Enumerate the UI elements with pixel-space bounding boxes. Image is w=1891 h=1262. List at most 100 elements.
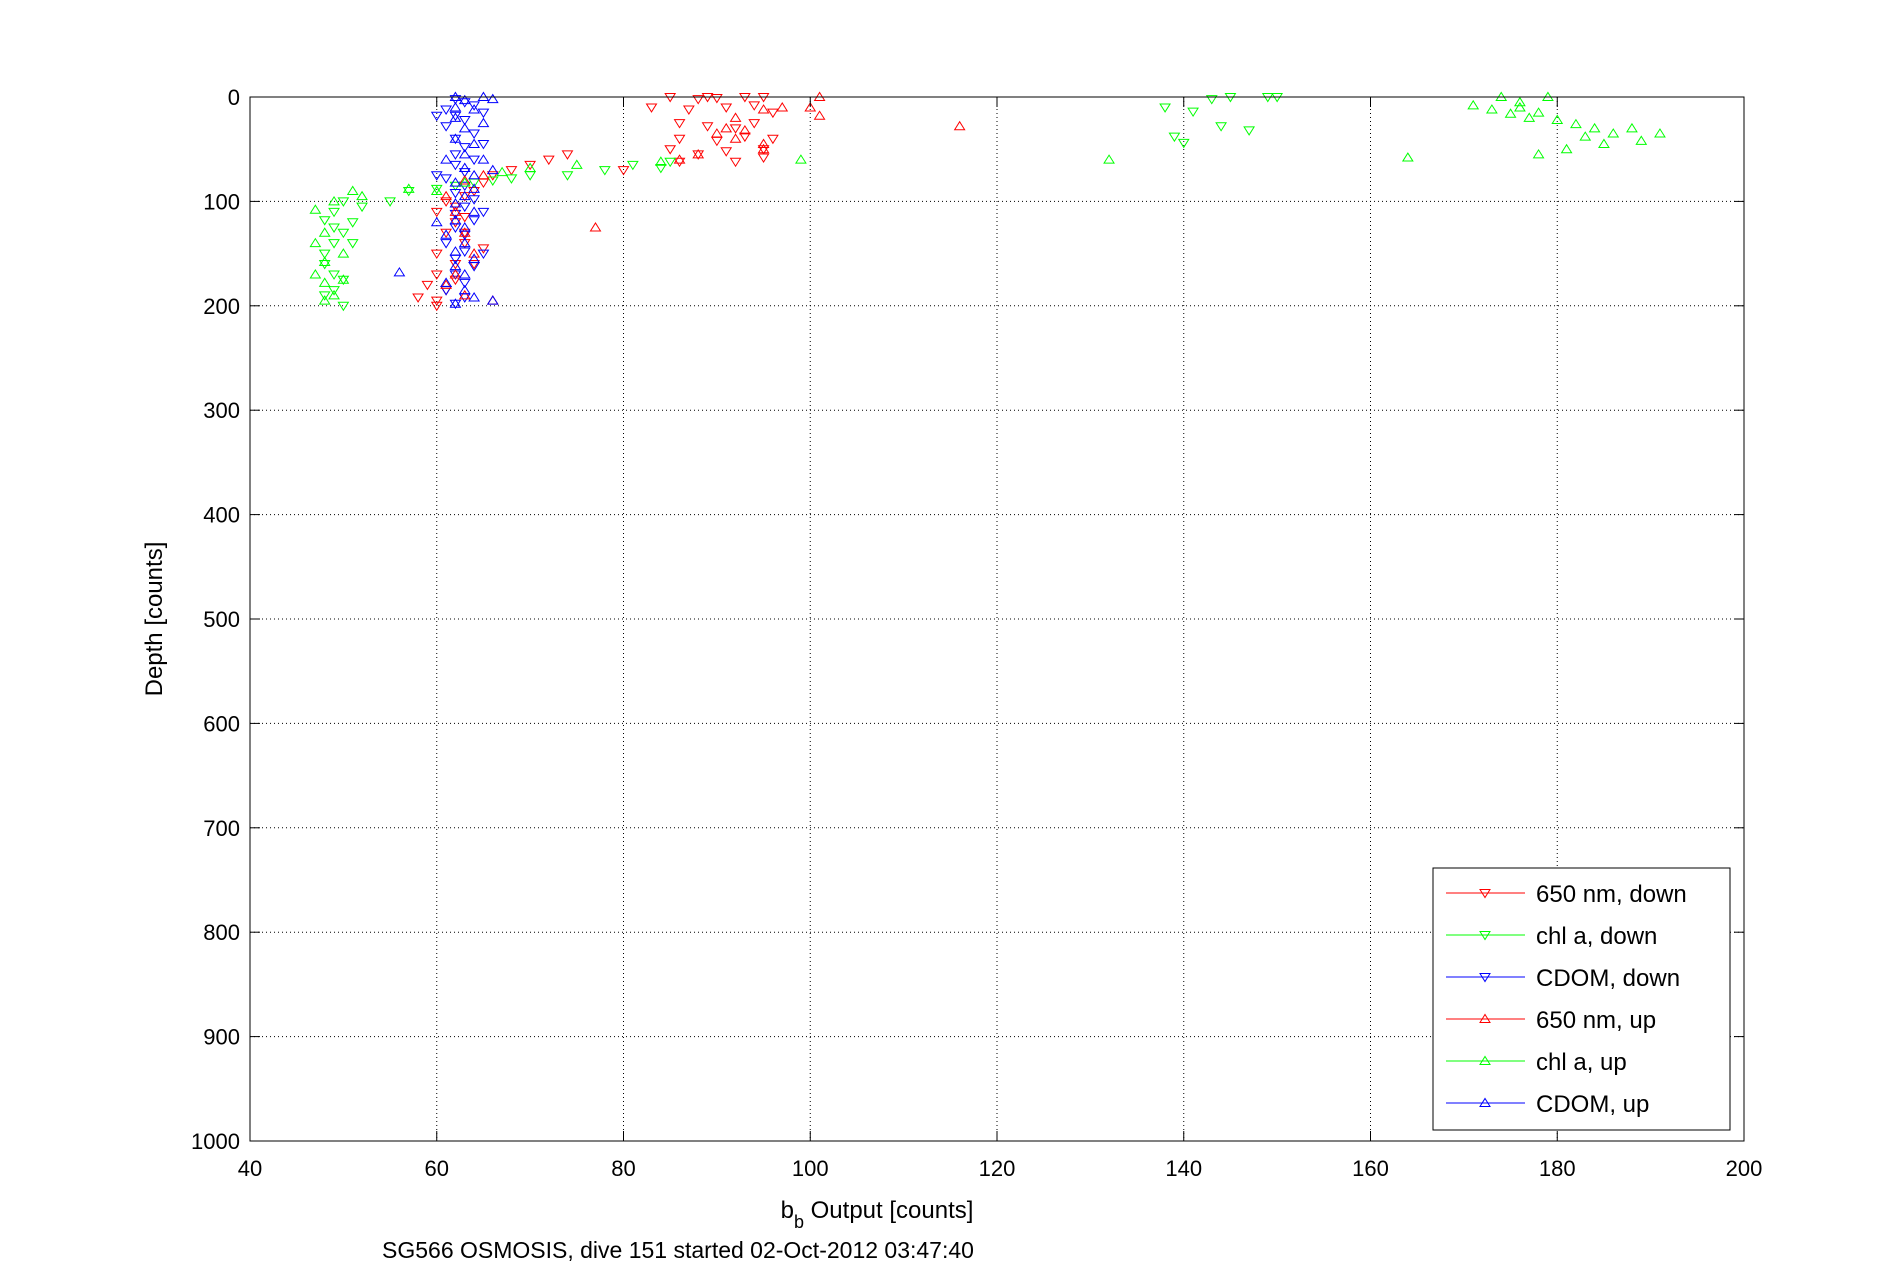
chart-caption: SG566 OSMOSIS, dive 151 started 02-Oct-2… (382, 1237, 974, 1262)
y-tick-label: 100 (203, 189, 240, 214)
data-point (421, 280, 434, 291)
data-point (505, 166, 518, 176)
data-point (561, 150, 574, 160)
data-point (757, 143, 770, 154)
data-point (720, 122, 733, 133)
data-point (486, 176, 499, 186)
data-point (468, 292, 481, 302)
data-point (692, 150, 705, 160)
data-point (430, 185, 443, 195)
data-point (328, 195, 340, 206)
data-point (468, 253, 481, 263)
data-point (477, 207, 490, 218)
data-point (468, 138, 481, 148)
legend-label: 650 nm, up (1536, 1007, 1656, 1034)
data-point (309, 237, 322, 248)
data-point (440, 105, 452, 115)
legend: 650 nm, down chl a, down CDOM, down 650 nm,… (1432, 867, 1731, 1131)
data-point (449, 133, 462, 143)
y-tick-label: 200 (203, 294, 240, 319)
data-point (710, 94, 723, 104)
data-point (757, 153, 770, 163)
data-point (346, 218, 359, 228)
data-point (449, 111, 462, 122)
data-point (309, 204, 322, 214)
x-axis-label-main: b (781, 1197, 794, 1224)
data-point (346, 185, 359, 195)
data-point (486, 93, 499, 104)
data-point (1513, 96, 1526, 107)
y-tick-label: 600 (203, 711, 240, 736)
data-point (468, 260, 481, 270)
data-point (748, 101, 761, 111)
data-point (598, 166, 611, 176)
legend-label: chl a, up (1536, 1049, 1627, 1076)
data-point (412, 293, 424, 303)
data-point (468, 104, 481, 114)
data-point (318, 277, 331, 287)
data-point (328, 286, 340, 296)
data-point (458, 162, 471, 172)
data-point (1177, 138, 1190, 149)
legend-entry: 650 nm, up (1446, 1007, 1656, 1034)
data-point (356, 202, 368, 213)
legend-marker (1479, 1097, 1491, 1107)
data-point (496, 166, 509, 177)
data-point (440, 174, 452, 184)
data-point (430, 270, 443, 280)
legend-box (1432, 867, 1731, 1131)
x-tick-label: 120 (979, 1156, 1016, 1181)
data-point (1504, 108, 1517, 118)
data-point (458, 98, 471, 108)
data-point (449, 189, 462, 199)
data-point (318, 291, 331, 301)
y-tick-label: 300 (203, 398, 240, 423)
data-point (626, 160, 639, 171)
data-point (776, 101, 789, 112)
x-tick-label: 180 (1539, 1156, 1576, 1181)
data-point (1103, 154, 1115, 164)
data-point (468, 183, 481, 193)
data-point (795, 154, 807, 164)
data-point (1607, 128, 1620, 138)
legend-marker (1479, 889, 1491, 899)
data-point (440, 239, 452, 249)
legend-entry: chl a, down (1446, 923, 1657, 950)
data-point (449, 95, 462, 105)
data-point (309, 269, 322, 279)
y-tick-label: 800 (203, 920, 240, 945)
legend-marker (1479, 973, 1491, 983)
data-point (449, 160, 462, 171)
data-point (720, 103, 733, 113)
data-point (449, 270, 462, 280)
data-point (458, 177, 471, 187)
data-point (430, 171, 443, 181)
data-point (402, 183, 415, 193)
data-point (524, 162, 537, 172)
data-point (1570, 118, 1582, 129)
data-point (561, 171, 574, 181)
y-tick-label: 0 (228, 85, 240, 110)
data-point (757, 145, 770, 155)
data-point (449, 260, 462, 270)
data-point (664, 145, 677, 155)
data-point (1485, 104, 1498, 114)
data-point (486, 295, 499, 305)
data-point (477, 117, 490, 128)
data-point (402, 186, 415, 197)
data-point (477, 139, 490, 150)
data-point (1532, 107, 1545, 117)
data-point (458, 228, 471, 239)
data-point (654, 163, 667, 174)
axis-ticks: 40 60 80 100 120 140 160 180 200 0 100 200 300 400 500… (191, 85, 1762, 1181)
data-point (1401, 152, 1414, 162)
data-point (673, 134, 686, 145)
data-point (318, 260, 331, 270)
data-point (458, 222, 471, 232)
data-point (337, 248, 350, 258)
data-point (449, 209, 462, 220)
data-point (542, 155, 555, 166)
data-point (757, 138, 770, 148)
data-point (337, 275, 350, 286)
